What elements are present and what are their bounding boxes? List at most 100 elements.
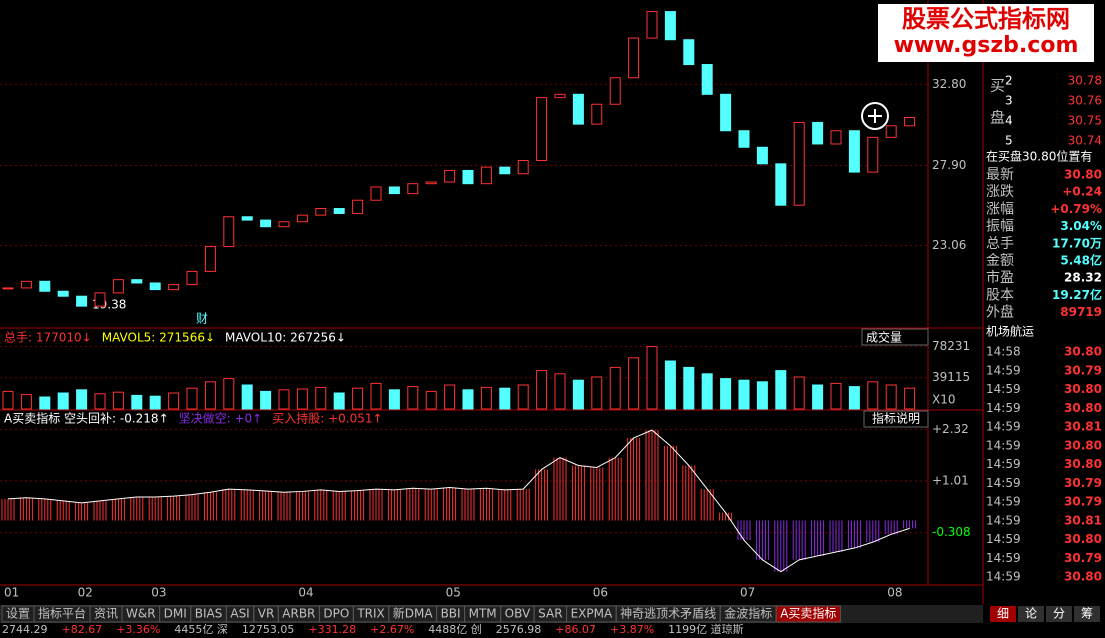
trade-price: 30.80 [1064, 401, 1102, 415]
tab-label[interactable]: BBI [441, 607, 461, 621]
panel-header: A买卖指标 空头回补: -0.218↑ [4, 411, 169, 426]
tab-label[interactable]: DPO [323, 607, 349, 621]
tab-label[interactable]: 设置 [6, 607, 30, 621]
volume-bar [76, 389, 88, 410]
candle [444, 169, 456, 183]
tab-label[interactable]: ASI [230, 607, 249, 621]
help-button[interactable] [863, 410, 929, 428]
tab-label[interactable]: MTM [469, 607, 497, 621]
candle [425, 181, 437, 185]
side-tab[interactable] [1074, 606, 1100, 622]
candle [278, 221, 290, 228]
tab-label[interactable]: EXPMA [571, 607, 613, 621]
stat-label: 最新 [986, 167, 1014, 183]
volume-bar [168, 392, 180, 410]
tab-label[interactable]: OBV [505, 607, 531, 621]
stat-label: 振幅 [986, 219, 1014, 235]
volume-bar [94, 393, 106, 410]
tab-label[interactable]: 指标平台 [38, 606, 86, 621]
volume-bar [296, 388, 308, 410]
candle [554, 93, 566, 99]
side-tab-label[interactable]: 论 [1025, 607, 1037, 621]
candle [76, 295, 88, 307]
y-tick-label: +1.01 [932, 473, 969, 487]
stat-label: 股本 [986, 287, 1014, 303]
candle [20, 280, 32, 289]
side-tab-label[interactable]: 分 [1053, 607, 1065, 621]
candle [646, 11, 658, 39]
volume-bar [407, 386, 419, 410]
watermark-url: www.gszb.com [894, 33, 1079, 58]
volume-button[interactable] [861, 328, 929, 346]
status-item: +2.67% [370, 623, 414, 634]
tab-label[interactable]: TRIX [356, 607, 384, 621]
volume-bar [39, 396, 51, 410]
candle [241, 216, 253, 221]
trade-price: 30.80 [1064, 345, 1102, 359]
volume-unit: X10 [932, 393, 956, 407]
volume-bar [241, 384, 253, 410]
volume-bar [812, 384, 824, 410]
candle [370, 186, 382, 201]
x-tick-label: 02 [78, 586, 93, 600]
stat-value: 28.32 [1064, 271, 1102, 285]
trade-time: 14:59 [986, 513, 1021, 527]
status-item: 1199亿 道琼斯 [668, 622, 744, 634]
tab-label[interactable]: SAR [538, 607, 562, 621]
candle [536, 97, 548, 162]
candle [260, 219, 272, 228]
tab-label[interactable]: W&R [126, 607, 156, 621]
candle [149, 282, 161, 291]
tab-label[interactable]: DMI [164, 607, 187, 621]
y-tick-label: 39115 [932, 370, 970, 384]
book-side: 盘 [990, 109, 1005, 127]
candle [848, 130, 860, 173]
side-tab-label[interactable]: 筹 [1081, 607, 1093, 621]
cursor [868, 109, 882, 123]
tab-label[interactable]: ARBR [282, 607, 315, 621]
side-tab[interactable] [1018, 606, 1044, 622]
tab-label[interactable]: 金波指标 [724, 606, 772, 621]
volume-bar [204, 381, 216, 410]
y-tick-label: -0.308 [932, 525, 971, 539]
stat-value: 3.04% [1060, 219, 1102, 233]
panel-header: MAVOL10: 267256↓ [225, 331, 346, 345]
volume-bar [480, 386, 492, 410]
trade-price: 30.80 [1064, 382, 1102, 396]
candle [591, 103, 603, 125]
trade-price: 30.80 [1064, 570, 1102, 584]
book-price: 30.74 [1068, 134, 1102, 148]
volume-button-label[interactable]: 成交量 [866, 330, 902, 345]
volume-bar [554, 373, 566, 410]
stat-label: 外盘 [986, 304, 1014, 321]
help-button-label[interactable]: 指标说明 [872, 411, 920, 426]
tab-label[interactable]: 新DMA [393, 606, 434, 621]
cursor [861, 102, 889, 130]
volume-bar [444, 384, 456, 410]
candle [609, 77, 621, 105]
book-price: 30.75 [1068, 114, 1102, 128]
side-tab-label[interactable]: 细 [997, 607, 1009, 621]
trade-time: 14:59 [986, 401, 1021, 415]
tab[interactable] [775, 605, 841, 623]
stat-label: 总手 [986, 236, 1014, 252]
side-tab[interactable] [990, 606, 1016, 622]
trade-time: 14:59 [986, 420, 1021, 434]
tab-label[interactable]: VR [258, 607, 275, 621]
panel-header: 总手: 177010↓ [4, 331, 92, 345]
tab-label[interactable]: A买卖指标 [780, 606, 836, 621]
book-side: 买 [990, 77, 1005, 95]
candle [296, 214, 308, 223]
volume-bar [572, 379, 584, 410]
volume-bar [370, 382, 382, 410]
candle [701, 64, 713, 95]
volume-bar [904, 387, 916, 410]
tab-label[interactable]: 神奇逃顶术矛盾线 [620, 607, 716, 621]
candle [204, 246, 216, 272]
volume-bar [793, 376, 805, 410]
tab-label[interactable]: 资讯 [94, 607, 118, 621]
stat-value: 30.80 [1064, 168, 1102, 182]
side-tab[interactable] [1046, 606, 1072, 622]
tab-label[interactable]: BIAS [195, 607, 223, 621]
